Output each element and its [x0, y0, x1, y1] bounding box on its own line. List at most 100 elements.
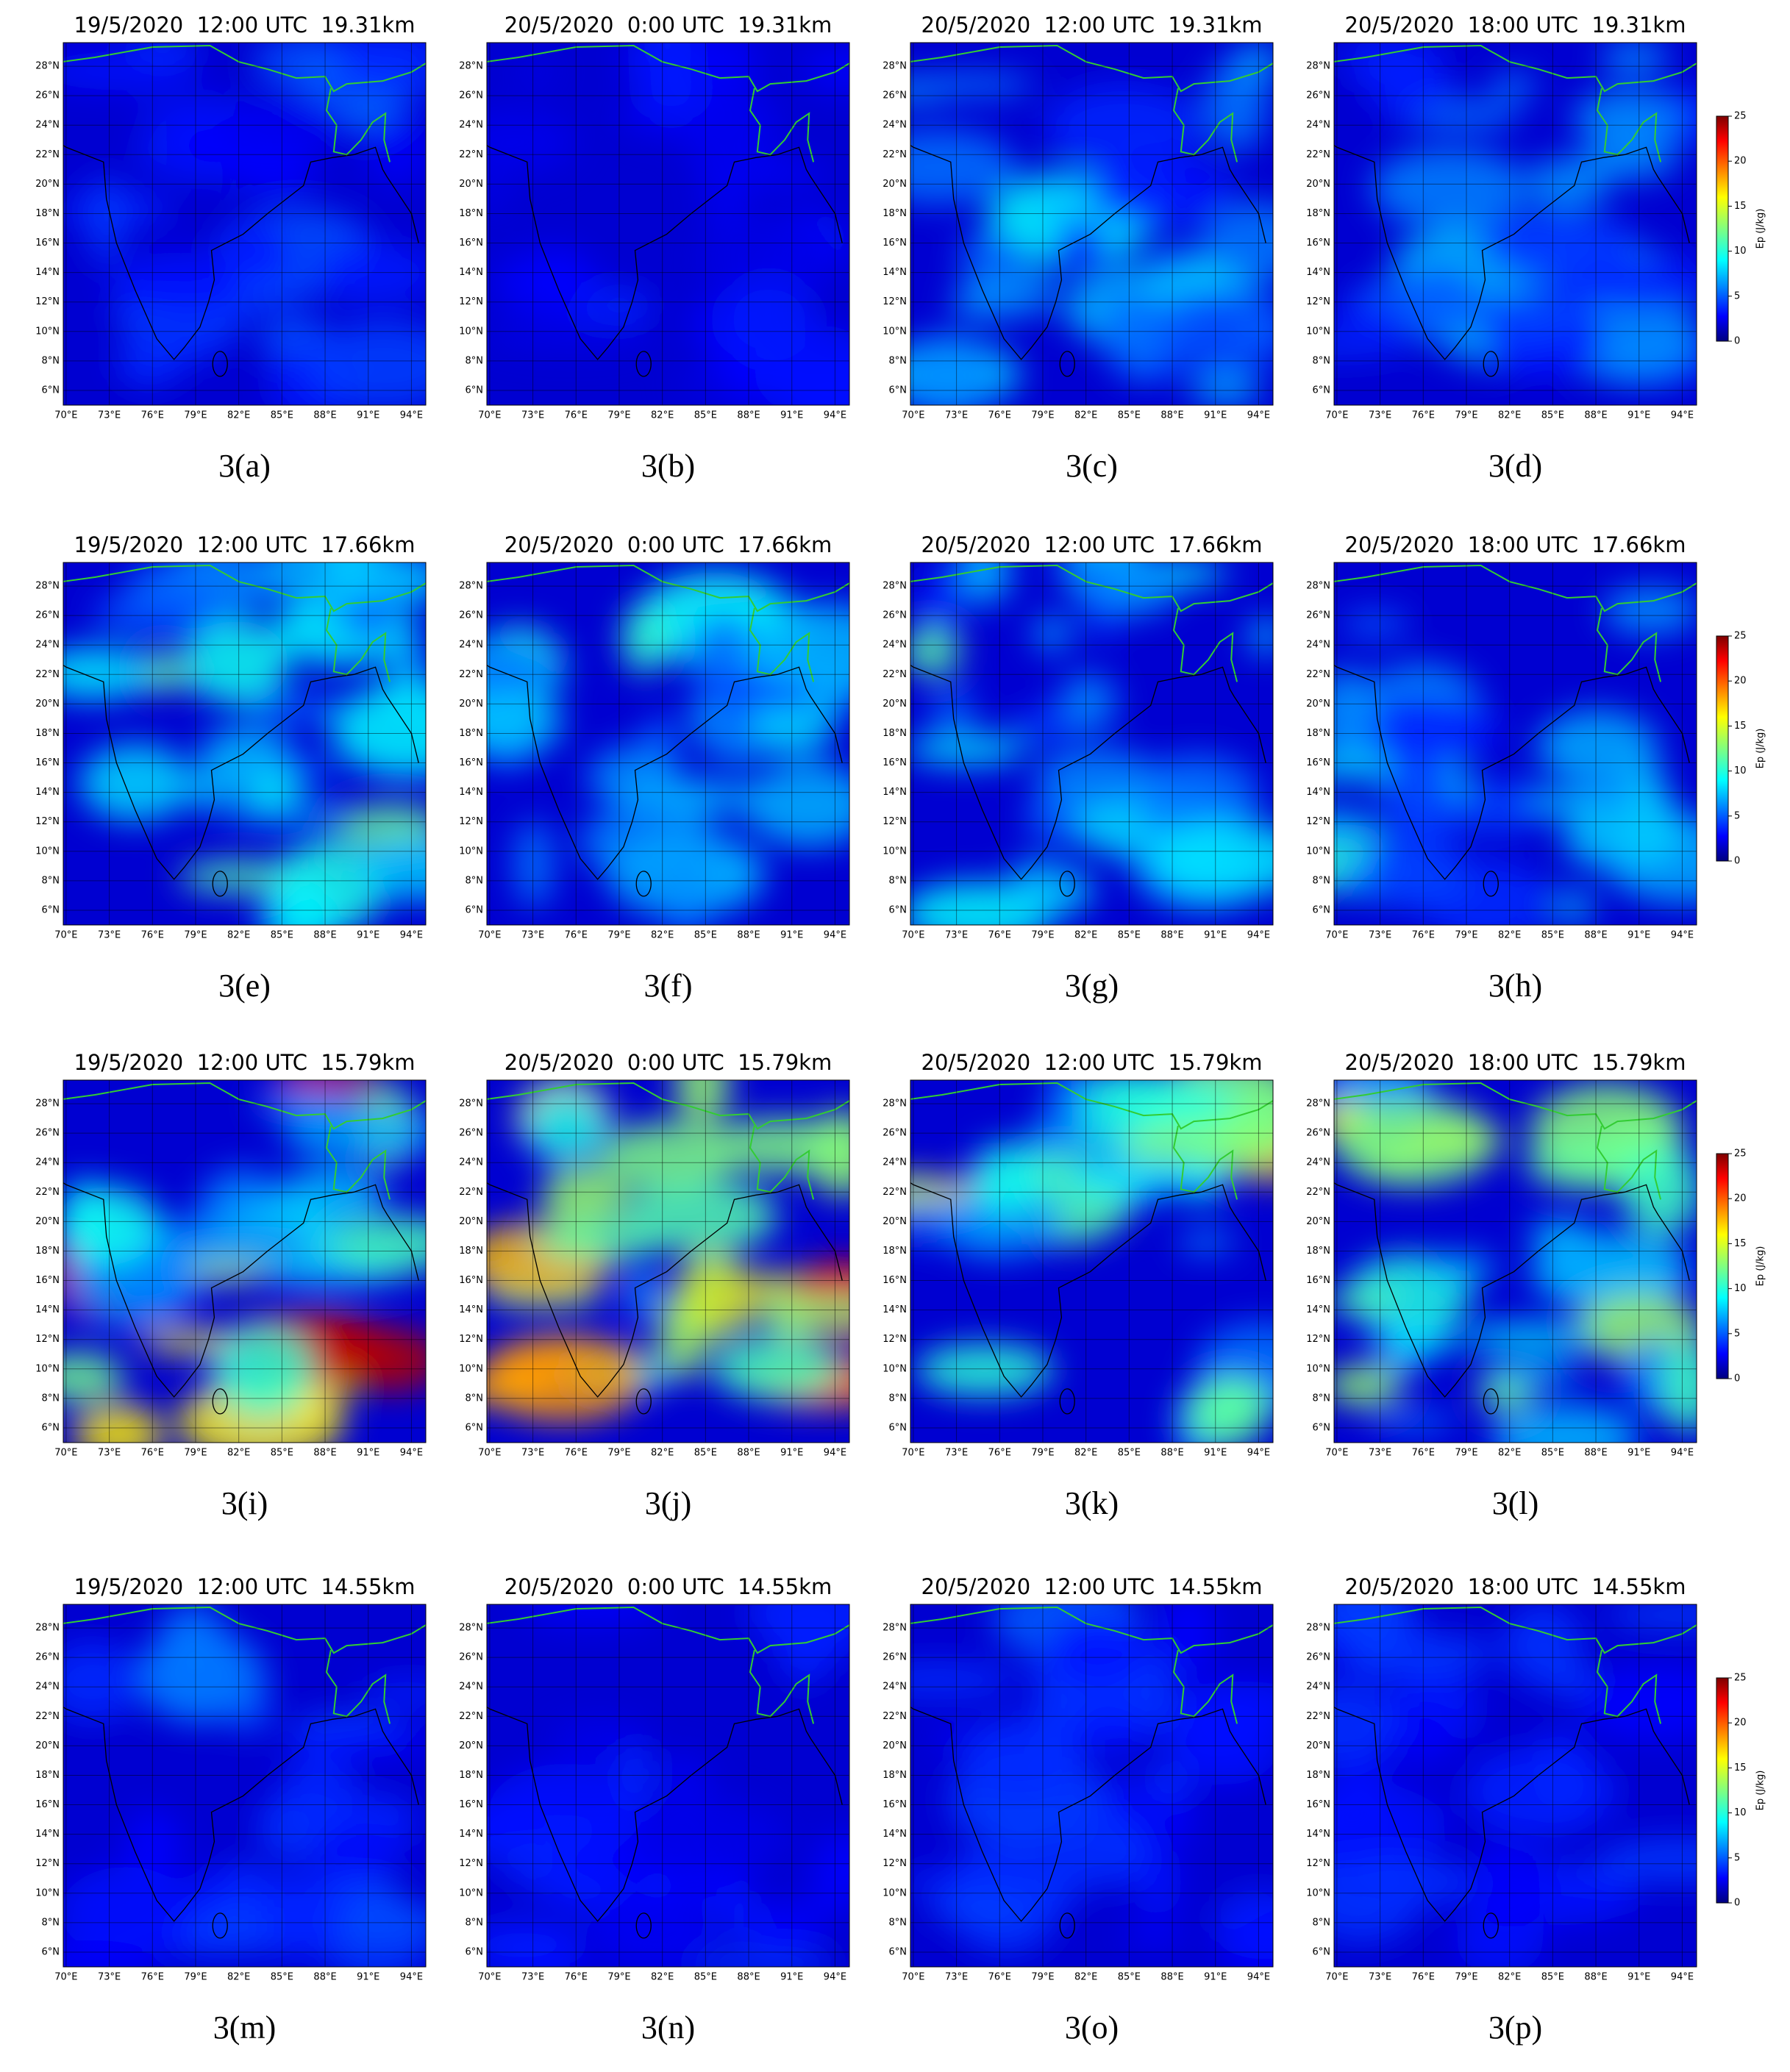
- field-blob: [514, 819, 554, 910]
- field-blob: [1464, 1746, 1616, 1836]
- colorbar-tick-label: 10: [1734, 1807, 1747, 1818]
- sri-lanka: [212, 1388, 228, 1415]
- x-tick-label: 70°E: [1325, 930, 1348, 941]
- x-tick-label: 70°E: [902, 410, 924, 421]
- x-tick-label: 73°E: [521, 410, 544, 421]
- colorbar-label: Ep (J/kg): [1755, 1246, 1766, 1287]
- field-blob: [1539, 1237, 1605, 1279]
- y-tick-label: 8°N: [889, 355, 908, 366]
- x-tick-label: 94°E: [824, 410, 846, 421]
- x-tick-label: 76°E: [1412, 1448, 1435, 1459]
- y-tick-label: 8°N: [889, 1393, 908, 1404]
- field-blob: [1035, 748, 1158, 807]
- y-tick-label: 10°N: [1306, 1363, 1330, 1374]
- field-blob: [1491, 218, 1613, 283]
- field-blob: [1061, 1157, 1228, 1196]
- field-blob: [365, 110, 426, 186]
- field: [487, 1080, 849, 1443]
- panel-title: 20/5/2020 0:00 UTC 15.79km: [504, 1050, 832, 1075]
- y-tick-label: 6°N: [1313, 1946, 1331, 1957]
- y-tick-label: 16°N: [35, 237, 60, 249]
- y-tick-label: 6°N: [42, 1422, 60, 1433]
- field-blob: [599, 1122, 735, 1192]
- y-tick-label: 24°N: [35, 640, 60, 651]
- border: [910, 45, 1273, 93]
- field: [910, 43, 1273, 405]
- x-tick-label: 70°E: [902, 1972, 924, 1983]
- colorbar-tick-label: 5: [1734, 810, 1740, 821]
- field-blob: [282, 1107, 426, 1159]
- field-blob: [1218, 1897, 1273, 1967]
- y-tick-label: 6°N: [1313, 904, 1331, 915]
- x-tick-label: 79°E: [607, 1448, 630, 1459]
- field-blob: [674, 1251, 751, 1340]
- y-tick-label: 26°N: [1306, 1128, 1330, 1139]
- y-tick-label: 14°N: [882, 267, 907, 278]
- y-tick-label: 22°N: [35, 1711, 60, 1722]
- y-tick-label: 12°N: [35, 296, 60, 307]
- field-blob: [261, 878, 339, 925]
- field-blob: [1124, 1923, 1185, 1948]
- y-tick-label: 12°N: [882, 816, 907, 827]
- x-tick-label: 88°E: [737, 1448, 760, 1459]
- field-blob: [1151, 246, 1202, 272]
- colorbar-tick-label: 0: [1734, 1373, 1740, 1385]
- field-blobs: [63, 1604, 426, 1967]
- x-tick-label: 88°E: [1160, 410, 1183, 421]
- field-blob: [913, 73, 1034, 97]
- field-blob: [244, 694, 342, 724]
- border: [1596, 607, 1662, 682]
- y-tick-label: 26°N: [35, 1652, 60, 1663]
- field-blob: [235, 144, 317, 196]
- border: [1172, 607, 1238, 682]
- x-tick-label: 91°E: [1627, 930, 1650, 941]
- y-tick-label: 28°N: [459, 581, 483, 592]
- y-tick-label: 20°N: [35, 1216, 60, 1227]
- field-blob: [1603, 793, 1685, 866]
- y-tick-label: 14°N: [1306, 787, 1330, 798]
- border: [910, 1607, 1273, 1654]
- field-blob: [315, 243, 426, 303]
- field-blobs: [487, 43, 849, 405]
- y-tick-label: 22°N: [1306, 149, 1330, 160]
- field-blob: [334, 804, 426, 845]
- y-tick-label: 28°N: [459, 61, 483, 72]
- colorbar-tick-label: 0: [1734, 336, 1740, 347]
- x-tick-label: 82°E: [1498, 930, 1521, 941]
- x-tick-label: 85°E: [1541, 1448, 1564, 1459]
- y-tick-label: 16°N: [1306, 757, 1330, 768]
- colorbar-tick-label: 10: [1734, 765, 1747, 776]
- x-tick-label: 94°E: [824, 930, 846, 941]
- colorbar-tick-label: 20: [1734, 156, 1747, 167]
- y-tick-label: 16°N: [882, 237, 907, 249]
- y-tick-label: 6°N: [466, 1422, 484, 1433]
- y-tick-label: 18°N: [459, 1770, 483, 1781]
- y-tick-label: 24°N: [882, 1682, 907, 1693]
- x-tick-label: 88°E: [737, 930, 760, 941]
- field-blob: [63, 1186, 160, 1265]
- x-tick-label: 88°E: [313, 1448, 336, 1459]
- y-tick-label: 10°N: [35, 1363, 60, 1374]
- y-tick-label: 18°N: [35, 1246, 60, 1257]
- field-blob: [307, 321, 426, 405]
- field-blob: [524, 1090, 608, 1163]
- field-blob: [63, 51, 204, 90]
- field-blob: [1334, 1681, 1399, 1766]
- field-blob: [282, 1754, 357, 1825]
- coastline: [1334, 1706, 1690, 1922]
- field-blobs: [910, 1080, 1273, 1443]
- y-tick-label: 12°N: [1306, 816, 1330, 827]
- y-tick-label: 14°N: [1306, 1304, 1330, 1315]
- y-tick-label: 12°N: [882, 1858, 907, 1869]
- field: [1334, 1080, 1697, 1443]
- x-tick-label: 85°E: [694, 1972, 717, 1983]
- y-tick-label: 16°N: [882, 1275, 907, 1286]
- colorbar-tick-label: 5: [1734, 1328, 1740, 1339]
- x-tick-label: 70°E: [478, 410, 501, 421]
- x-tick-label: 82°E: [651, 1972, 674, 1983]
- y-tick-label: 26°N: [1306, 90, 1330, 101]
- y-tick-label: 24°N: [882, 1157, 907, 1168]
- y-tick-label: 16°N: [882, 1799, 907, 1810]
- x-tick-label: 73°E: [945, 410, 968, 421]
- panel-label: 3(m): [213, 2010, 277, 2046]
